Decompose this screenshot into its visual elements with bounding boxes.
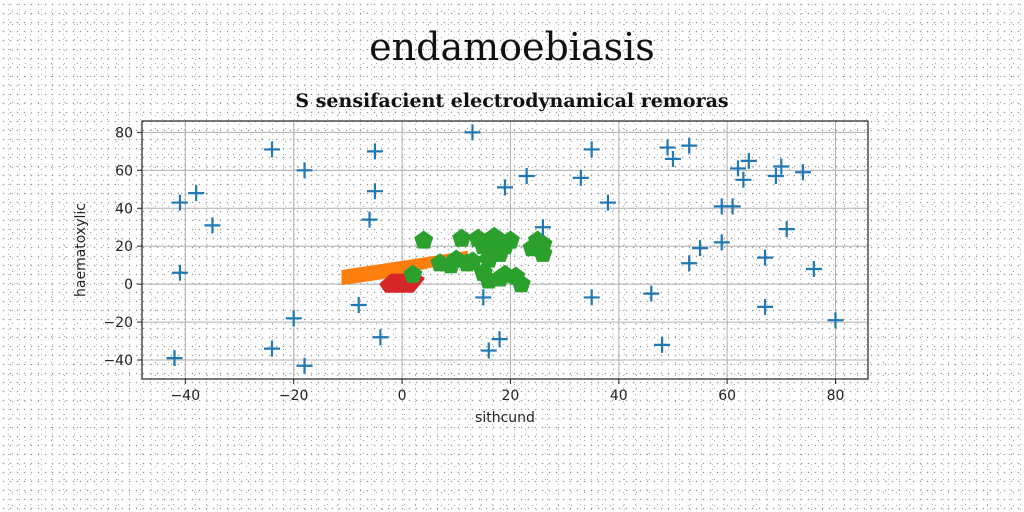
x-axis-label: sithcund	[475, 410, 535, 426]
data-point-plus	[713, 234, 730, 251]
data-point-plus	[366, 143, 383, 160]
x-tick-label: 40	[610, 388, 628, 404]
y-tick-label: 40	[115, 201, 133, 217]
data-point-plus	[350, 297, 367, 314]
data-point-pentagon	[500, 230, 520, 249]
data-point-plus	[583, 289, 600, 306]
data-point-plus	[827, 312, 844, 329]
data-point-plus	[773, 158, 790, 175]
data-point-plus	[681, 255, 698, 272]
data-point-plus	[735, 171, 752, 188]
data-point-plus	[572, 169, 589, 186]
data-point-plus	[491, 331, 508, 348]
data-point-plus	[166, 350, 183, 367]
data-point-plus	[475, 289, 492, 306]
plot-series	[166, 124, 844, 374]
data-point-plus	[692, 240, 709, 257]
data-point-plus	[599, 194, 616, 211]
data-point-plus	[264, 141, 281, 158]
data-point-plus	[204, 217, 221, 234]
data-point-plus	[366, 183, 383, 200]
data-point-plus	[724, 198, 741, 215]
data-point-plus	[654, 336, 671, 353]
y-axis-label: haematoxylic	[73, 203, 89, 297]
data-point-plus	[757, 249, 774, 266]
chart-title: S sensifacient electrodynamical remoras	[295, 90, 729, 112]
axis-ticks: −40 −20 0 20 40 60 80 −40 −20 0 20 40 60 80	[103, 125, 844, 404]
data-point-plus	[188, 185, 205, 202]
x-tick-label: 20	[502, 388, 520, 404]
y-tick-label: 20	[115, 239, 133, 255]
data-point-plus	[805, 260, 822, 277]
data-point-pentagon	[462, 251, 483, 270]
data-point-plus	[643, 285, 660, 302]
data-point-plus	[583, 141, 600, 158]
data-point-plus	[372, 329, 389, 346]
data-point-plus	[534, 219, 551, 236]
data-point-plus	[497, 179, 513, 196]
data-point-plus	[480, 342, 497, 359]
data-point-pentagon	[403, 264, 423, 283]
data-point-pentagon	[414, 230, 434, 249]
data-point-plus	[171, 194, 188, 211]
y-tick-label: −40	[103, 353, 133, 369]
x-tick-label: 80	[827, 388, 845, 404]
data-point-plus	[757, 298, 774, 315]
data-point-plus	[285, 310, 302, 327]
grid-lines	[142, 121, 868, 379]
data-point-plus	[171, 264, 188, 281]
figure-suptitle: endamoebiasis	[369, 25, 655, 69]
y-tick-label: −20	[103, 315, 133, 331]
data-point-pentagon	[511, 274, 531, 293]
y-tick-label: 80	[115, 125, 133, 141]
data-point-plus	[361, 211, 378, 228]
y-tick-label: 0	[124, 277, 133, 293]
data-point-plus	[740, 152, 757, 169]
data-point-plus	[729, 160, 746, 177]
data-point-plus	[664, 150, 681, 167]
data-point-plus	[296, 357, 313, 374]
data-point-plus	[767, 168, 784, 185]
data-point-plus	[681, 137, 698, 154]
x-tick-label: 0	[398, 388, 407, 404]
x-tick-label: −20	[279, 388, 309, 404]
data-point-plus	[464, 124, 481, 141]
data-point-pentagon	[452, 228, 472, 247]
axes-frame	[141, 120, 869, 380]
data-point-pentagon	[533, 243, 553, 262]
data-point-plus	[264, 340, 281, 357]
data-point-plus	[518, 168, 535, 185]
y-tick-label: 60	[115, 163, 133, 179]
data-point-plus	[778, 221, 795, 238]
data-point-plus	[659, 139, 676, 156]
data-point-plus	[794, 164, 811, 181]
x-tick-label: 60	[718, 388, 736, 404]
x-tick-label: −40	[171, 388, 201, 404]
data-point-plus	[296, 162, 313, 179]
